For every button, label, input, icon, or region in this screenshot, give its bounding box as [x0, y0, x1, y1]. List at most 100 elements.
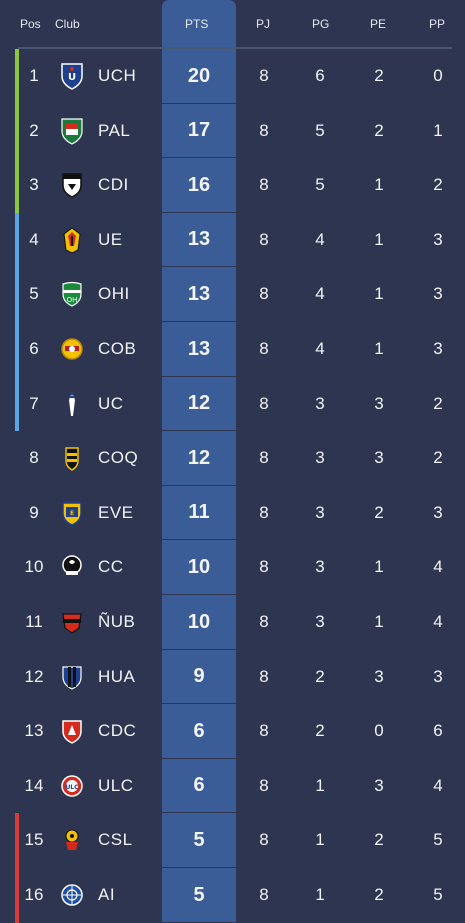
- club-abbreviation[interactable]: PAL: [98, 120, 131, 140]
- table-row[interactable]: 7 UC 12 8 3 3 2: [0, 376, 465, 432]
- points-cell: 12: [187, 392, 211, 415]
- points-cell: 9: [193, 665, 205, 688]
- lost-cell: 4: [433, 557, 443, 577]
- row-divider: [162, 539, 236, 541]
- table-row[interactable]: 13 CDC 6 8 2 0 6: [0, 704, 465, 759]
- points-cell: 20: [187, 64, 211, 87]
- drawn-cell: 0: [374, 721, 384, 741]
- row-divider: [162, 211, 236, 213]
- table-row[interactable]: 5 OH OHI 13 8 4 1 3: [0, 267, 465, 322]
- won-cell: 3: [315, 612, 325, 631]
- row-divider: [162, 757, 236, 759]
- points-cell: 10: [187, 555, 211, 578]
- club-abbreviation[interactable]: HUA: [98, 666, 136, 686]
- position-cell: 8: [29, 448, 39, 468]
- zone-indicator: [15, 813, 19, 868]
- club-abbreviation[interactable]: UCH: [98, 66, 137, 85]
- club-abbreviation[interactable]: CDI: [98, 175, 129, 195]
- club-abbreviation[interactable]: CDC: [98, 721, 137, 741]
- played-cell: 8: [259, 66, 269, 85]
- position-cell: 15: [24, 830, 44, 850]
- cdi-crest-icon: [57, 158, 87, 212]
- lost-cell: 0: [433, 66, 443, 85]
- won-cell: 4: [315, 284, 325, 304]
- table-row[interactable]: 1 U UCH 20 8 6 2 0: [0, 49, 465, 104]
- points-cell: 10: [187, 610, 211, 633]
- svg-text:E: E: [70, 510, 74, 517]
- table-row[interactable]: 6 COB 13 8 4 1 3: [0, 322, 465, 377]
- header-club[interactable]: Club: [55, 17, 80, 31]
- position-cell: 1: [29, 66, 39, 85]
- table-row[interactable]: 3 CDI 16 8 5 1 2: [0, 158, 465, 213]
- svg-text:ULC: ULC: [65, 784, 79, 791]
- club-abbreviation[interactable]: ULC: [98, 775, 134, 795]
- row-divider: [162, 102, 236, 104]
- points-cell: 16: [187, 173, 211, 196]
- club-abbreviation[interactable]: CSL: [98, 830, 133, 850]
- played-cell: 8: [259, 612, 269, 631]
- drawn-cell: 1: [374, 557, 384, 577]
- drawn-cell: 2: [374, 66, 384, 85]
- ohi-crest-icon: OH: [57, 267, 87, 321]
- header-pe[interactable]: PE: [370, 17, 387, 31]
- table-row[interactable]: 14 ULC ULC 6 8 1 3 4: [0, 759, 465, 814]
- club-abbreviation[interactable]: CC: [98, 557, 124, 577]
- club-abbreviation[interactable]: UC: [98, 393, 124, 413]
- won-cell: 3: [315, 502, 325, 522]
- table-row[interactable]: 10 CC 10 8 3 1 4: [0, 540, 465, 595]
- won-cell: 1: [315, 830, 325, 850]
- position-cell: 3: [29, 175, 39, 195]
- table-row[interactable]: 4 UE 13 8 4 1 3: [0, 212, 465, 268]
- won-cell: 4: [315, 229, 325, 249]
- header-pg[interactable]: PG: [312, 17, 330, 31]
- table-row[interactable]: 2 PAL 17 8 5 2 1: [0, 103, 465, 159]
- row-divider: [162, 812, 236, 814]
- club-abbreviation[interactable]: UE: [98, 229, 123, 249]
- played-cell: 8: [259, 721, 269, 741]
- table-row[interactable]: 16 AI 5 8 1 2 5: [0, 868, 465, 923]
- club-abbreviation[interactable]: COB: [98, 339, 137, 358]
- drawn-cell: 1: [374, 339, 384, 358]
- header-pj[interactable]: PJ: [256, 17, 271, 31]
- table-row[interactable]: 12 HUA 9 8 2 3 3: [0, 650, 465, 705]
- won-cell: 4: [315, 339, 325, 358]
- lost-cell: 5: [433, 830, 443, 850]
- lost-cell: 2: [433, 393, 443, 413]
- played-cell: 8: [259, 393, 269, 413]
- ai-crest-icon: [57, 868, 87, 922]
- club-abbreviation[interactable]: AI: [98, 885, 116, 904]
- played-cell: 8: [259, 885, 269, 904]
- drawn-cell: 2: [374, 502, 384, 522]
- drawn-cell: 2: [374, 830, 384, 850]
- won-cell: 2: [315, 721, 325, 741]
- position-cell: 12: [24, 666, 44, 686]
- drawn-cell: 2: [374, 885, 384, 904]
- points-cell: 13: [187, 337, 211, 360]
- table-row[interactable]: 9 E EVE 11 8 3 2 3: [0, 486, 465, 541]
- club-abbreviation[interactable]: EVE: [98, 502, 134, 522]
- position-cell: 5: [29, 284, 39, 304]
- row-divider: [162, 430, 236, 432]
- points-cell: 5: [193, 828, 205, 851]
- eve-crest-icon: E: [57, 486, 87, 540]
- header-pp[interactable]: PP: [429, 17, 446, 31]
- won-cell: 5: [315, 120, 325, 140]
- table-row[interactable]: 15 CSL 5 8 1 2 5: [0, 813, 465, 868]
- table-header: Pos Club PTS PJ PG PE PP: [0, 0, 465, 49]
- club-abbreviation[interactable]: ÑUB: [98, 612, 136, 631]
- table-row[interactable]: 11 ÑUB 10 8 3 1 4: [0, 595, 465, 650]
- header-pos[interactable]: Pos: [20, 17, 41, 31]
- header-pts[interactable]: PTS: [185, 17, 209, 31]
- won-cell: 6: [315, 66, 325, 85]
- cob-crest-icon: [57, 322, 87, 376]
- table-row[interactable]: 8 COQ 12 8 3 3 2: [0, 431, 465, 486]
- club-abbreviation[interactable]: OHI: [98, 284, 130, 304]
- uch-crest-icon: U: [57, 49, 87, 103]
- position-cell: 10: [24, 557, 44, 577]
- club-abbreviation[interactable]: COQ: [98, 448, 139, 468]
- zone-indicator: [15, 376, 19, 432]
- ue-crest-icon: [57, 213, 87, 267]
- won-cell: 5: [315, 175, 325, 195]
- zone-indicator: [15, 322, 19, 377]
